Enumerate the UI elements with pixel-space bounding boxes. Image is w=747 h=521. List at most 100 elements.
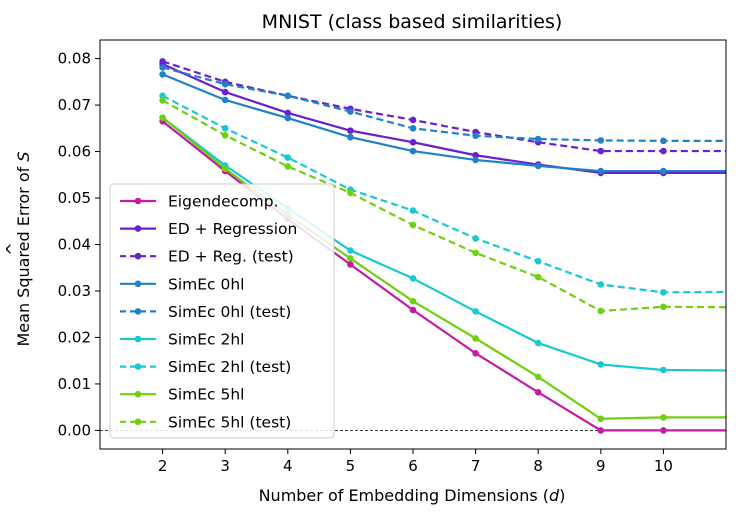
x-tick-label: 5 [346, 457, 356, 475]
legend-swatch-marker [134, 308, 142, 315]
series-point-ed-reg-test [597, 147, 605, 155]
legend-swatch-marker [134, 280, 142, 288]
series-point-simec-5hl-test [534, 273, 542, 281]
x-axis-ticks: 2 3 4 5 6 7 8 9 10 [158, 449, 673, 475]
series-point-simec-5hl-test [347, 189, 354, 197]
series-simec-5hl-test [159, 97, 726, 315]
series-line-ed-reg-test [162, 60, 726, 153]
legend-label: ED + Regression [168, 220, 297, 238]
series-point-simec-0hl [472, 156, 479, 164]
series-point-simec-5hl [597, 415, 605, 423]
y-tick-label: 0.00 [58, 421, 91, 439]
series-point-eigendecomp [347, 261, 354, 268]
series-point-eigendecomp [597, 427, 605, 434]
y-tick-label: 0.08 [58, 50, 91, 68]
x-tick-label: 10 [654, 457, 673, 475]
series-point-simec-5hl [347, 255, 354, 262]
y-axis-ticks: 0.00 0.01 0.02 0.03 0.04 0.05 0.06 0.07 0.08 [58, 50, 100, 439]
series-point-ed-regression [347, 127, 354, 134]
series-point-simec-2hl-test [534, 257, 542, 265]
y-tick-label: 0.02 [58, 328, 91, 346]
legend-entry-simec-0hl: SimEc 0hl [120, 275, 244, 293]
series-point-simec-2hl-test [472, 235, 479, 242]
series-point-simec-0hl [534, 162, 542, 170]
legend-label: ED + Reg. (test) [168, 248, 294, 266]
y-axis-label-variable: S [14, 152, 33, 162]
legend-swatch-marker [134, 197, 142, 205]
x-axis-label-suffix: ) [559, 486, 565, 505]
series-point-simec-2hl [472, 308, 479, 315]
x-tick-label: 2 [158, 457, 168, 475]
series-point-eigendecomp [534, 388, 542, 396]
series-point-simec-5hl-test [597, 307, 605, 315]
series-line-simec-5hl-test [162, 99, 726, 313]
x-tick-label: 7 [471, 457, 481, 475]
series-point-simec-5hl-test [159, 97, 166, 104]
x-tick-label: 9 [596, 457, 606, 475]
series-simec-0hl [159, 71, 726, 175]
series-point-simec-0hl-test [347, 108, 354, 115]
legend-entry-ed-regression: ED + Regression [120, 220, 297, 238]
legend-swatch-marker [134, 390, 142, 398]
series-point-eigendecomp [409, 306, 417, 314]
legend-entry-simec-0hl-test: SimEc 0hl (test) [120, 303, 291, 321]
series-point-simec-0hl [409, 147, 417, 155]
series-point-simec-0hl [221, 96, 229, 104]
series-point-simec-2hl-test [159, 92, 166, 100]
series-point-simec-0hl-test [472, 132, 479, 140]
series-point-ed-regression [284, 109, 292, 117]
legend-entry-eigendecomp: Eigendecomp. [120, 193, 279, 211]
series-point-simec-5hl-test [284, 163, 292, 170]
series-line-simec-0hl [162, 73, 726, 173]
series-point-simec-2hl [660, 366, 667, 374]
legend-swatch-marker [134, 225, 142, 232]
series-point-ed-regression [472, 151, 479, 159]
y-tick-label: 0.04 [58, 236, 91, 254]
legend-swatch-marker [134, 363, 142, 370]
legend-entry-simec-5hl-test: SimEc 5hl (test) [120, 413, 291, 431]
series-point-simec-0hl-test [221, 80, 229, 88]
x-tick-label: 3 [220, 457, 230, 475]
y-axis-label-prefix: Mean Squared Error of [14, 162, 33, 347]
series-point-simec-5hl-test [660, 303, 667, 311]
series-point-simec-0hl [660, 167, 667, 175]
series-line-simec-2hl-test [162, 94, 726, 294]
legend-label: SimEc 5hl (test) [168, 413, 291, 431]
y-axis-label-group: Mean Squared Error of S ^ [3, 152, 33, 347]
series-line-simec-0hl-test [162, 66, 726, 142]
y-axis-label-hat: ^ [3, 242, 22, 255]
series-point-simec-0hl-test [409, 125, 417, 132]
series-point-simec-0hl-test [159, 64, 166, 71]
series-point-simec-5hl [472, 335, 479, 342]
series-point-simec-2hl [409, 275, 417, 282]
legend-label: SimEc 0hl (test) [168, 303, 291, 321]
series-point-ed-reg-test [409, 116, 417, 124]
y-axis-label: Mean Squared Error of S [14, 152, 33, 347]
series-line-ed-regression [162, 63, 726, 175]
series-point-ed-reg-test [660, 147, 667, 155]
series-point-simec-0hl-test [597, 137, 605, 144]
series-ed-regression [159, 60, 726, 177]
series-point-simec-2hl [534, 339, 542, 347]
series-point-simec-2hl-test [221, 125, 229, 132]
series-point-eigendecomp [660, 427, 667, 434]
legend-label: SimEc 2hl [168, 331, 244, 349]
series-point-simec-5hl [221, 165, 229, 173]
series-point-simec-0hl [347, 133, 354, 141]
series-point-simec-2hl-test [597, 281, 605, 288]
series-point-simec-0hl-test [660, 137, 667, 145]
x-tick-label: 6 [408, 457, 418, 475]
legend-box [109, 183, 335, 439]
legend-swatch-marker [134, 335, 142, 343]
legend-label: SimEc 2hl (test) [168, 358, 291, 376]
series-point-simec-0hl [284, 114, 292, 122]
legend-items: Eigendecomp. ED + Regression ED + Reg. (te… [120, 193, 297, 431]
legend-swatch-marker [134, 252, 142, 260]
x-tick-label: 4 [283, 457, 293, 475]
series-point-simec-5hl [159, 114, 166, 121]
y-tick-label: 0.06 [58, 143, 91, 161]
series-point-simec-0hl-test [534, 135, 542, 143]
legend-entry-ed-reg-test: ED + Reg. (test) [120, 248, 294, 266]
series-point-simec-2hl [347, 247, 354, 254]
